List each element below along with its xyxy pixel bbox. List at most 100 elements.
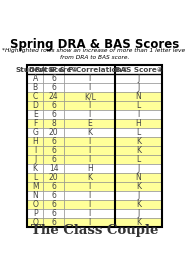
Bar <box>43 74 65 83</box>
Bar <box>65 65 115 74</box>
Text: F & P Correlation④: F & P Correlation④ <box>52 67 128 73</box>
Text: G: G <box>32 128 38 137</box>
Text: K: K <box>87 128 92 137</box>
Bar <box>43 65 65 74</box>
Bar <box>43 173 65 182</box>
Bar <box>43 92 65 101</box>
Bar <box>65 155 115 164</box>
Text: I: I <box>89 191 91 200</box>
Text: J: J <box>137 191 140 200</box>
Bar <box>115 200 162 209</box>
Text: M: M <box>32 182 38 191</box>
Bar <box>43 101 65 110</box>
Bar <box>27 218 43 227</box>
Bar <box>27 92 43 101</box>
Text: H: H <box>136 119 142 128</box>
Bar <box>43 146 65 155</box>
Text: E: E <box>33 110 38 119</box>
Bar <box>43 119 65 128</box>
Bar <box>115 155 162 164</box>
Text: L: L <box>137 155 141 164</box>
Bar <box>27 209 43 218</box>
Text: K: K <box>136 146 141 155</box>
Bar <box>65 137 115 146</box>
Text: 6: 6 <box>51 191 56 200</box>
Bar <box>115 164 162 173</box>
Text: 6: 6 <box>51 110 56 119</box>
Text: 20: 20 <box>49 128 58 137</box>
Bar <box>65 218 115 227</box>
Bar <box>65 164 115 173</box>
Text: K: K <box>33 164 38 173</box>
Bar <box>65 92 115 101</box>
Bar <box>27 74 43 83</box>
Text: The Class Couple: The Class Couple <box>31 224 159 237</box>
Text: I: I <box>89 101 91 110</box>
Text: I: I <box>89 110 91 119</box>
Text: N: N <box>136 173 142 182</box>
Text: *Highlighted rows show an increase of more than 1 letter level
from DRA to BAS s: *Highlighted rows show an increase of mo… <box>2 48 185 60</box>
Text: K/L: K/L <box>84 92 96 101</box>
Text: O: O <box>32 200 38 209</box>
Bar <box>115 209 162 218</box>
Bar <box>65 119 115 128</box>
Bar <box>115 74 162 83</box>
Bar <box>65 83 115 92</box>
Bar <box>115 182 162 191</box>
Bar <box>65 146 115 155</box>
Text: B: B <box>33 83 38 92</box>
Text: I: I <box>89 146 91 155</box>
Bar <box>115 173 162 182</box>
Text: 6: 6 <box>51 209 56 218</box>
Text: F: F <box>33 119 37 128</box>
Bar <box>27 83 43 92</box>
Text: 6: 6 <box>51 155 56 164</box>
Bar <box>115 110 162 119</box>
Bar <box>27 110 43 119</box>
Text: 8: 8 <box>51 119 56 128</box>
Bar <box>27 137 43 146</box>
Text: J: J <box>137 74 140 83</box>
Text: D: D <box>32 101 38 110</box>
Text: 24: 24 <box>49 92 58 101</box>
Bar <box>65 200 115 209</box>
Text: I: I <box>89 83 91 92</box>
Text: K: K <box>136 182 141 191</box>
Text: I: I <box>89 218 91 227</box>
Bar <box>115 65 162 74</box>
Bar <box>43 209 65 218</box>
Bar <box>27 200 43 209</box>
Bar <box>27 65 43 74</box>
Text: K: K <box>136 137 141 146</box>
Bar <box>27 182 43 191</box>
Text: K: K <box>136 218 141 227</box>
Text: DRA Score④: DRA Score④ <box>29 67 78 73</box>
Bar <box>27 173 43 182</box>
Bar <box>43 218 65 227</box>
Bar <box>27 101 43 110</box>
Bar <box>27 119 43 128</box>
Bar <box>43 164 65 173</box>
Text: I: I <box>89 182 91 191</box>
Bar <box>65 74 115 83</box>
Bar <box>115 218 162 227</box>
Text: N: N <box>32 191 38 200</box>
Text: I: I <box>89 137 91 146</box>
Bar <box>27 155 43 164</box>
Text: L: L <box>137 128 141 137</box>
Bar <box>43 137 65 146</box>
Text: Q: Q <box>32 218 38 227</box>
Text: 6: 6 <box>51 200 56 209</box>
Text: 6: 6 <box>51 182 56 191</box>
Bar <box>115 101 162 110</box>
Bar <box>27 191 43 200</box>
Text: J: J <box>34 155 36 164</box>
Text: 14: 14 <box>49 164 58 173</box>
Text: Student④: Student④ <box>16 67 55 73</box>
Text: L: L <box>33 173 37 182</box>
Bar <box>115 191 162 200</box>
Text: 6: 6 <box>51 74 56 83</box>
Text: J: J <box>137 209 140 218</box>
Bar <box>65 128 115 137</box>
Text: N: N <box>136 92 142 101</box>
